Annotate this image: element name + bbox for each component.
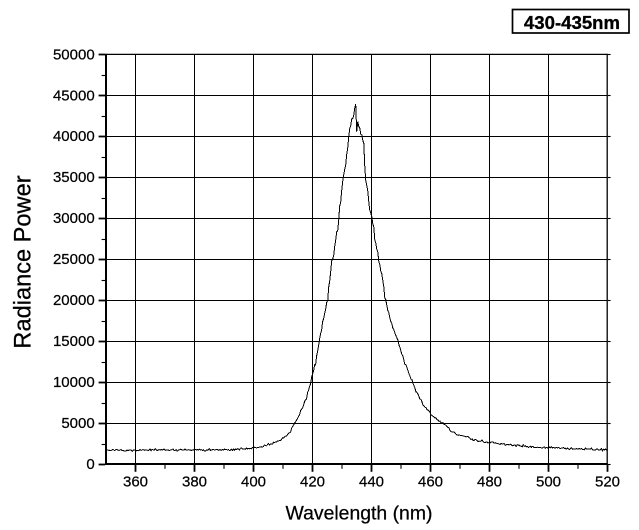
svg-text:440: 440 [359, 474, 384, 491]
svg-text:15000: 15000 [53, 333, 95, 350]
svg-text:360: 360 [123, 474, 148, 491]
svg-text:460: 460 [418, 474, 443, 491]
svg-text:10000: 10000 [53, 374, 95, 391]
svg-text:0: 0 [86, 456, 94, 473]
svg-text:Radiance Power: Radiance Power [11, 175, 37, 348]
svg-text:520: 520 [595, 474, 620, 491]
svg-text:50000: 50000 [53, 46, 95, 63]
svg-text:45000: 45000 [53, 87, 95, 104]
svg-text:400: 400 [241, 474, 266, 491]
svg-text:5000: 5000 [61, 415, 94, 432]
svg-text:Wavelength (nm): Wavelength (nm) [286, 503, 433, 525]
svg-text:480: 480 [477, 474, 502, 491]
svg-text:25000: 25000 [53, 251, 95, 268]
svg-text:380: 380 [182, 474, 207, 491]
svg-text:30000: 30000 [53, 210, 95, 227]
svg-text:430-435nm: 430-435nm [524, 12, 620, 33]
svg-text:20000: 20000 [53, 292, 95, 309]
svg-text:35000: 35000 [53, 169, 95, 186]
svg-text:40000: 40000 [53, 128, 95, 145]
svg-text:500: 500 [536, 474, 561, 491]
svg-text:420: 420 [300, 474, 325, 491]
